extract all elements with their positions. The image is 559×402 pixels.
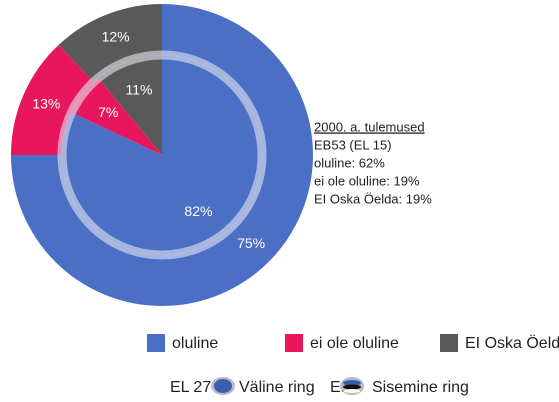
annotation-line: oluline: 62%: [314, 155, 385, 170]
legend-swatch: [285, 334, 303, 352]
annotation-line: EB53 (EL 15): [314, 137, 392, 152]
segment-label: 7%: [98, 104, 118, 120]
segment: [71, 77, 162, 155]
legend-label: oluline: [172, 335, 218, 352]
segment-label: 13%: [32, 96, 60, 112]
segment: [11, 44, 94, 155]
segment: [11, 4, 313, 306]
annotation-line: 2000. a. tulemused: [314, 119, 425, 134]
segment: [58, 4, 162, 83]
segment-label: 11%: [125, 82, 152, 98]
flag-eu: [211, 377, 235, 395]
ring-name: Sisemine ring: [372, 379, 469, 396]
annotation: 2000. a. tulemused EB53 (EL 15) oluline: 6…: [314, 119, 432, 206]
pie: [11, 4, 313, 306]
legend-swatch: [440, 334, 458, 352]
annotation-line: ei ole oluline: 19%: [314, 173, 420, 188]
legend-swatch: [147, 334, 165, 352]
segment-label: 75%: [237, 235, 265, 251]
segment: [98, 55, 162, 155]
legend-label: EI Oska Öelda: [465, 334, 559, 352]
ring-name: Väline ring: [239, 379, 315, 396]
annotation-line: EI Oska Öelda: 19%: [314, 191, 432, 206]
segment-label: 82%: [184, 203, 212, 219]
ring-code: EL 27: [170, 379, 211, 396]
legend-label: ei ole oluline: [310, 335, 399, 352]
flag-ee: [340, 377, 364, 395]
legend: oluline ei ole oluline EI Oska Öelda: [147, 334, 559, 352]
ring-separator: [57, 50, 267, 260]
segment-label: 12%: [102, 29, 130, 45]
segment-labels: 75% 13% 12% 82% 7% 11%: [32, 29, 265, 251]
